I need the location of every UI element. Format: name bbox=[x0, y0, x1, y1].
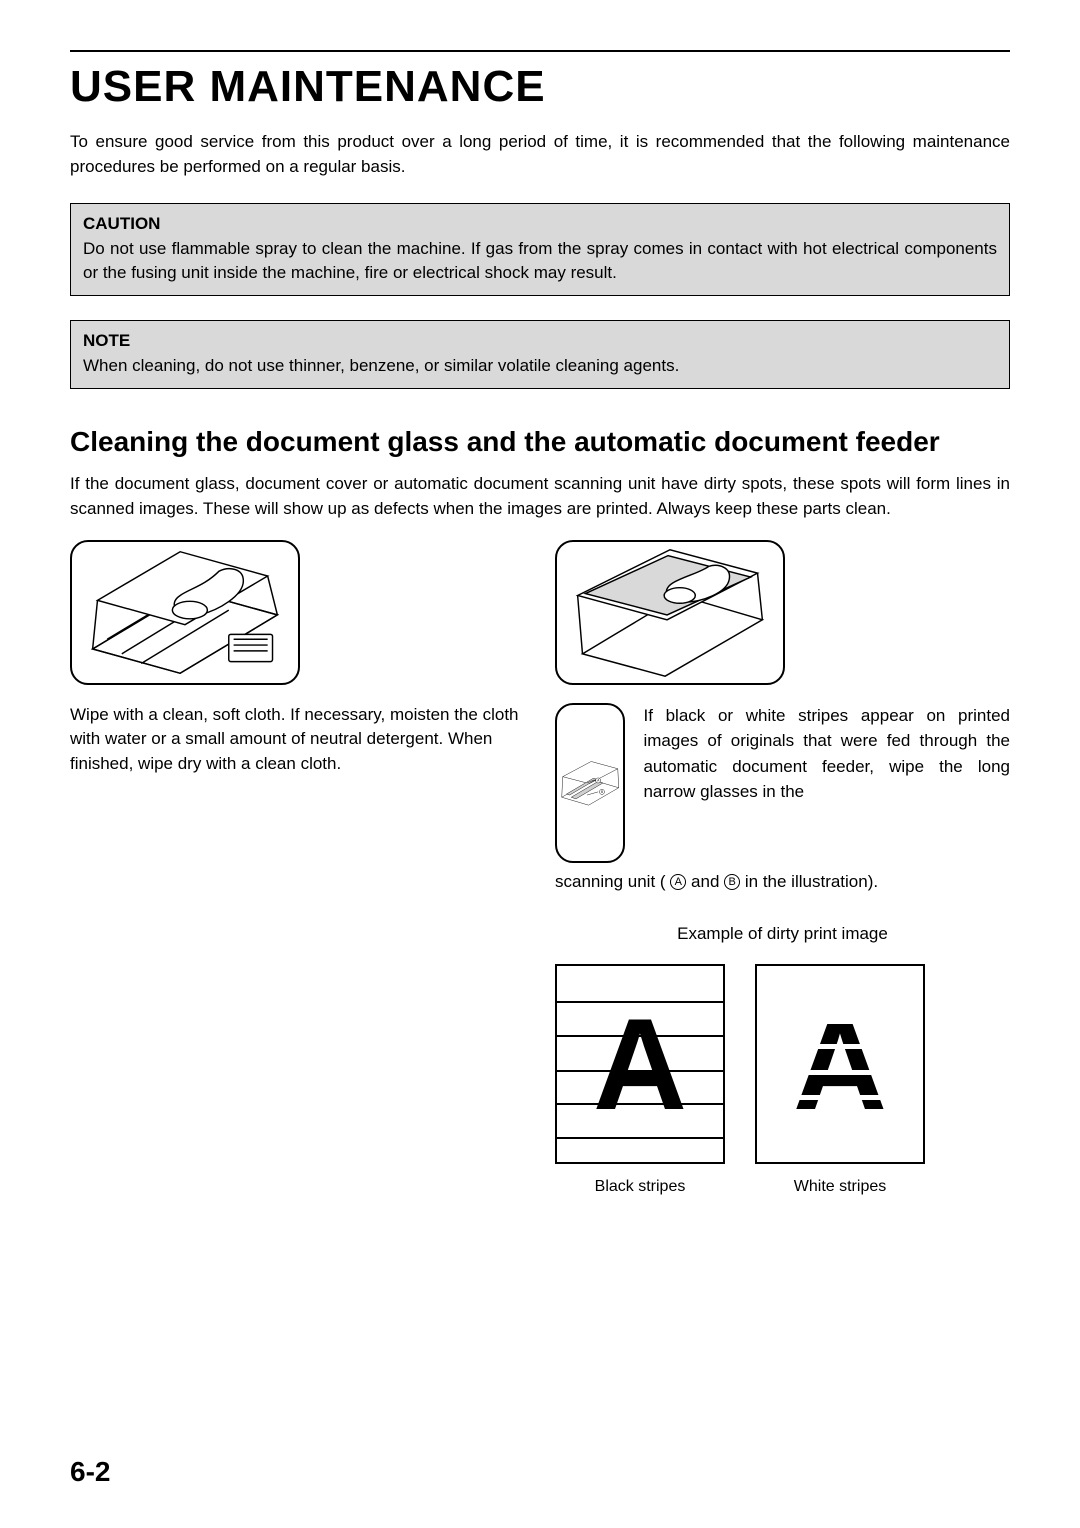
right-text-prefix: scanning unit ( bbox=[555, 872, 666, 891]
white-stripe-line bbox=[757, 1019, 923, 1024]
section-intro: If the document glass, document cover or… bbox=[70, 472, 1010, 521]
section-heading: Cleaning the document glass and the auto… bbox=[70, 425, 1010, 459]
sample-letter-a-black: A bbox=[593, 999, 687, 1129]
black-stripes-label: Black stripes bbox=[595, 1178, 686, 1196]
right-text-mid: and bbox=[691, 872, 724, 891]
right-text-continuation: scanning unit ( A and B in the illustrat… bbox=[555, 869, 1010, 895]
example-row: A Black stripes A Whit bbox=[555, 964, 1010, 1196]
svg-text:B: B bbox=[601, 790, 603, 794]
note-label: NOTE bbox=[83, 331, 997, 351]
black-stripe-line bbox=[557, 1035, 723, 1037]
illustration-with-text-row: A B If black or white stripes appear on … bbox=[555, 703, 1010, 863]
note-box: NOTE When cleaning, do not use thinner, … bbox=[70, 320, 1010, 389]
white-stripe-line bbox=[757, 1123, 923, 1128]
black-stripes-box: A bbox=[555, 964, 725, 1164]
black-stripe-line bbox=[557, 1001, 723, 1003]
black-stripes-example: A Black stripes bbox=[555, 964, 725, 1196]
white-stripe-line bbox=[757, 1095, 923, 1100]
top-rule bbox=[70, 50, 1010, 52]
two-column-layout: Wipe with a clean, soft cloth. If necess… bbox=[70, 540, 1010, 1197]
right-text-wrap: If black or white stripes appear on prin… bbox=[643, 703, 1010, 805]
illustration-scanning-unit: A B bbox=[555, 703, 625, 863]
left-column: Wipe with a clean, soft cloth. If necess… bbox=[70, 540, 525, 1197]
white-stripes-example: A White stripes bbox=[755, 964, 925, 1196]
illustration-glass-wipe bbox=[70, 540, 300, 685]
right-column: A B If black or white stripes appear on … bbox=[555, 540, 1010, 1197]
black-stripe-line bbox=[557, 1070, 723, 1072]
white-stripes-label: White stripes bbox=[794, 1178, 886, 1196]
circled-a-icon: A bbox=[670, 874, 686, 890]
white-stripes-box: A bbox=[755, 964, 925, 1164]
caution-box: CAUTION Do not use flammable spray to cl… bbox=[70, 203, 1010, 296]
page-number: 6-2 bbox=[70, 1456, 110, 1488]
black-stripe-line bbox=[557, 1103, 723, 1105]
right-text-suffix: in the illustration). bbox=[745, 872, 878, 891]
caution-text: Do not use flammable spray to clean the … bbox=[83, 237, 997, 285]
illustration-cover-wipe bbox=[555, 540, 785, 685]
left-instruction-text: Wipe with a clean, soft cloth. If necess… bbox=[70, 703, 525, 777]
caution-label: CAUTION bbox=[83, 214, 997, 234]
page-title: USER MAINTENANCE bbox=[70, 62, 1010, 112]
black-stripe-line bbox=[557, 1137, 723, 1139]
white-stripe-line bbox=[757, 1044, 923, 1049]
white-stripe-line bbox=[757, 1070, 923, 1075]
intro-paragraph: To ensure good service from this product… bbox=[70, 130, 1010, 179]
example-caption: Example of dirty print image bbox=[555, 924, 1010, 944]
note-text: When cleaning, do not use thinner, benze… bbox=[83, 354, 997, 378]
circled-b-icon: B bbox=[724, 874, 740, 890]
